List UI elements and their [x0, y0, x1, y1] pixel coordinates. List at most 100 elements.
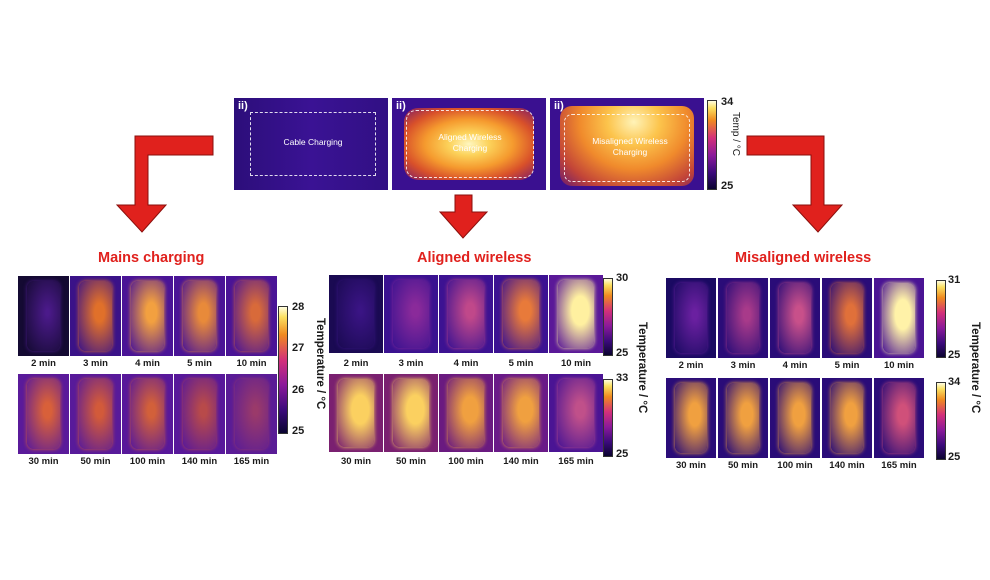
misaligned-colorbar-bottom-max: 34 — [948, 376, 961, 388]
misaligned-time-label: 5 min — [834, 360, 860, 371]
mains-thermal-tile — [122, 276, 173, 356]
misaligned-colorbar-bottom-min: 25 — [948, 451, 961, 463]
misaligned-time-label: 2 min — [678, 360, 704, 371]
phone-outline — [779, 383, 811, 453]
mains-thermal-tile — [18, 374, 69, 454]
phone-outline — [27, 379, 60, 449]
aligned-thermal-tile — [329, 374, 383, 452]
aligned-time-label: 30 min — [340, 456, 372, 467]
top-panel-aligned: ii) Aligned Wireless Charging — [392, 98, 546, 190]
mains-colorbar-tick: 25 — [292, 425, 305, 437]
misaligned-colorbar-unit: Temperature / °C — [969, 322, 981, 414]
aligned-thermal-tile — [384, 374, 438, 452]
arrow-left-icon — [115, 135, 214, 233]
phone-outline — [675, 283, 707, 353]
aligned-time-label: 50 min — [395, 456, 427, 467]
aligned-thermal-tile — [494, 374, 548, 452]
aligned-time-label: 3 min — [398, 358, 424, 369]
phone-outline — [448, 280, 484, 348]
phone-outline — [79, 379, 112, 449]
top-panel-label: Misaligned Wireless Charging — [592, 136, 668, 157]
mains-thermal-tile — [122, 374, 173, 454]
misaligned-colorbar-top — [936, 280, 946, 358]
misaligned-thermal-tile — [770, 278, 820, 358]
aligned-time-label: 4 min — [453, 358, 479, 369]
misaligned-thermal-tile — [822, 378, 872, 458]
aligned-colorbar-bottom-min: 25 — [616, 448, 629, 460]
mains-thermal-tile — [70, 276, 121, 356]
mains-thermal-tile — [226, 374, 277, 454]
misaligned-time-label: 4 min — [782, 360, 808, 371]
aligned-thermal-tile — [549, 374, 603, 452]
aligned-colorbar-top — [603, 278, 613, 356]
top-panel-tag: ii) — [238, 100, 248, 112]
phone-outline — [675, 383, 707, 453]
arrow-center-icon — [438, 194, 489, 239]
misaligned-thermal-tile — [874, 278, 924, 358]
mains-time-label: 2 min — [31, 358, 56, 369]
misaligned-time-label: 3 min — [730, 360, 756, 371]
mains-colorbar-tick: 28 — [292, 301, 305, 313]
misaligned-colorbar-bottom — [936, 382, 946, 460]
section-title-misaligned: Misaligned wireless — [735, 250, 872, 266]
aligned-time-label: 165 min — [558, 456, 594, 467]
mains-time-label: 30 min — [28, 456, 59, 467]
arrow-right-icon — [746, 135, 844, 233]
phone-outline — [235, 281, 268, 351]
misaligned-thermal-tile — [666, 378, 716, 458]
mains-thermal-tile — [174, 374, 225, 454]
top-panel-misaligned: ii) Misaligned Wireless Charging — [550, 98, 704, 190]
misaligned-time-label: 50 min — [727, 460, 759, 471]
phone-outline — [883, 283, 915, 353]
aligned-time-label: 2 min — [343, 358, 369, 369]
aligned-colorbar-top-min: 25 — [616, 347, 629, 359]
misaligned-thermal-tile — [770, 378, 820, 458]
misaligned-time-label: 165 min — [881, 460, 917, 471]
phone-outline — [338, 379, 374, 447]
phone-outline — [183, 281, 216, 351]
top-colorbar — [707, 100, 717, 190]
top-panel-cable: ii) Cable Charging — [234, 98, 388, 190]
aligned-colorbar-top-max: 30 — [616, 272, 629, 284]
aligned-thermal-tile — [549, 275, 603, 353]
phone-outline — [448, 379, 484, 447]
misaligned-thermal-tile — [666, 278, 716, 358]
aligned-colorbar-bottom — [603, 379, 613, 457]
phone-outline — [393, 379, 429, 447]
mains-thermal-tile — [70, 374, 121, 454]
top-panel-tag: ii) — [554, 100, 564, 112]
aligned-colorbar-unit: Temperature / °C — [636, 322, 648, 414]
aligned-time-label: 5 min — [508, 358, 534, 369]
mains-colorbar — [278, 306, 288, 434]
phone-outline — [727, 383, 759, 453]
top-panel-label: Cable Charging — [283, 137, 343, 147]
aligned-thermal-tile — [439, 275, 493, 353]
phone-outline — [503, 280, 539, 348]
misaligned-time-label: 10 min — [883, 360, 915, 371]
top-colorbar-max: 34 — [721, 96, 734, 108]
phone-outline — [558, 280, 594, 348]
mains-colorbar-tick: 27 — [292, 342, 305, 354]
mains-time-label: 165 min — [233, 456, 270, 467]
top-panel-tag: ii) — [396, 100, 406, 112]
misaligned-thermal-tile — [718, 378, 768, 458]
section-title-aligned: Aligned wireless — [417, 250, 532, 266]
phone-outline — [27, 281, 60, 351]
aligned-time-label: 100 min — [448, 456, 484, 467]
phone-outline — [727, 283, 759, 353]
aligned-thermal-tile — [384, 275, 438, 353]
mains-colorbar-tick: 26 — [292, 384, 305, 396]
top-panel-label: Aligned Wireless Charging — [438, 132, 502, 153]
misaligned-thermal-tile — [718, 278, 768, 358]
misaligned-colorbar-top-min: 25 — [948, 349, 961, 361]
misaligned-time-label: 140 min — [829, 460, 865, 471]
aligned-thermal-tile — [439, 374, 493, 452]
mains-time-label: 5 min — [187, 358, 212, 369]
phone-outline — [131, 379, 164, 449]
mains-time-label: 3 min — [83, 358, 108, 369]
mains-time-label: 50 min — [80, 456, 111, 467]
aligned-thermal-tile — [494, 275, 548, 353]
phone-outline — [831, 383, 863, 453]
phone-outline — [393, 280, 429, 348]
